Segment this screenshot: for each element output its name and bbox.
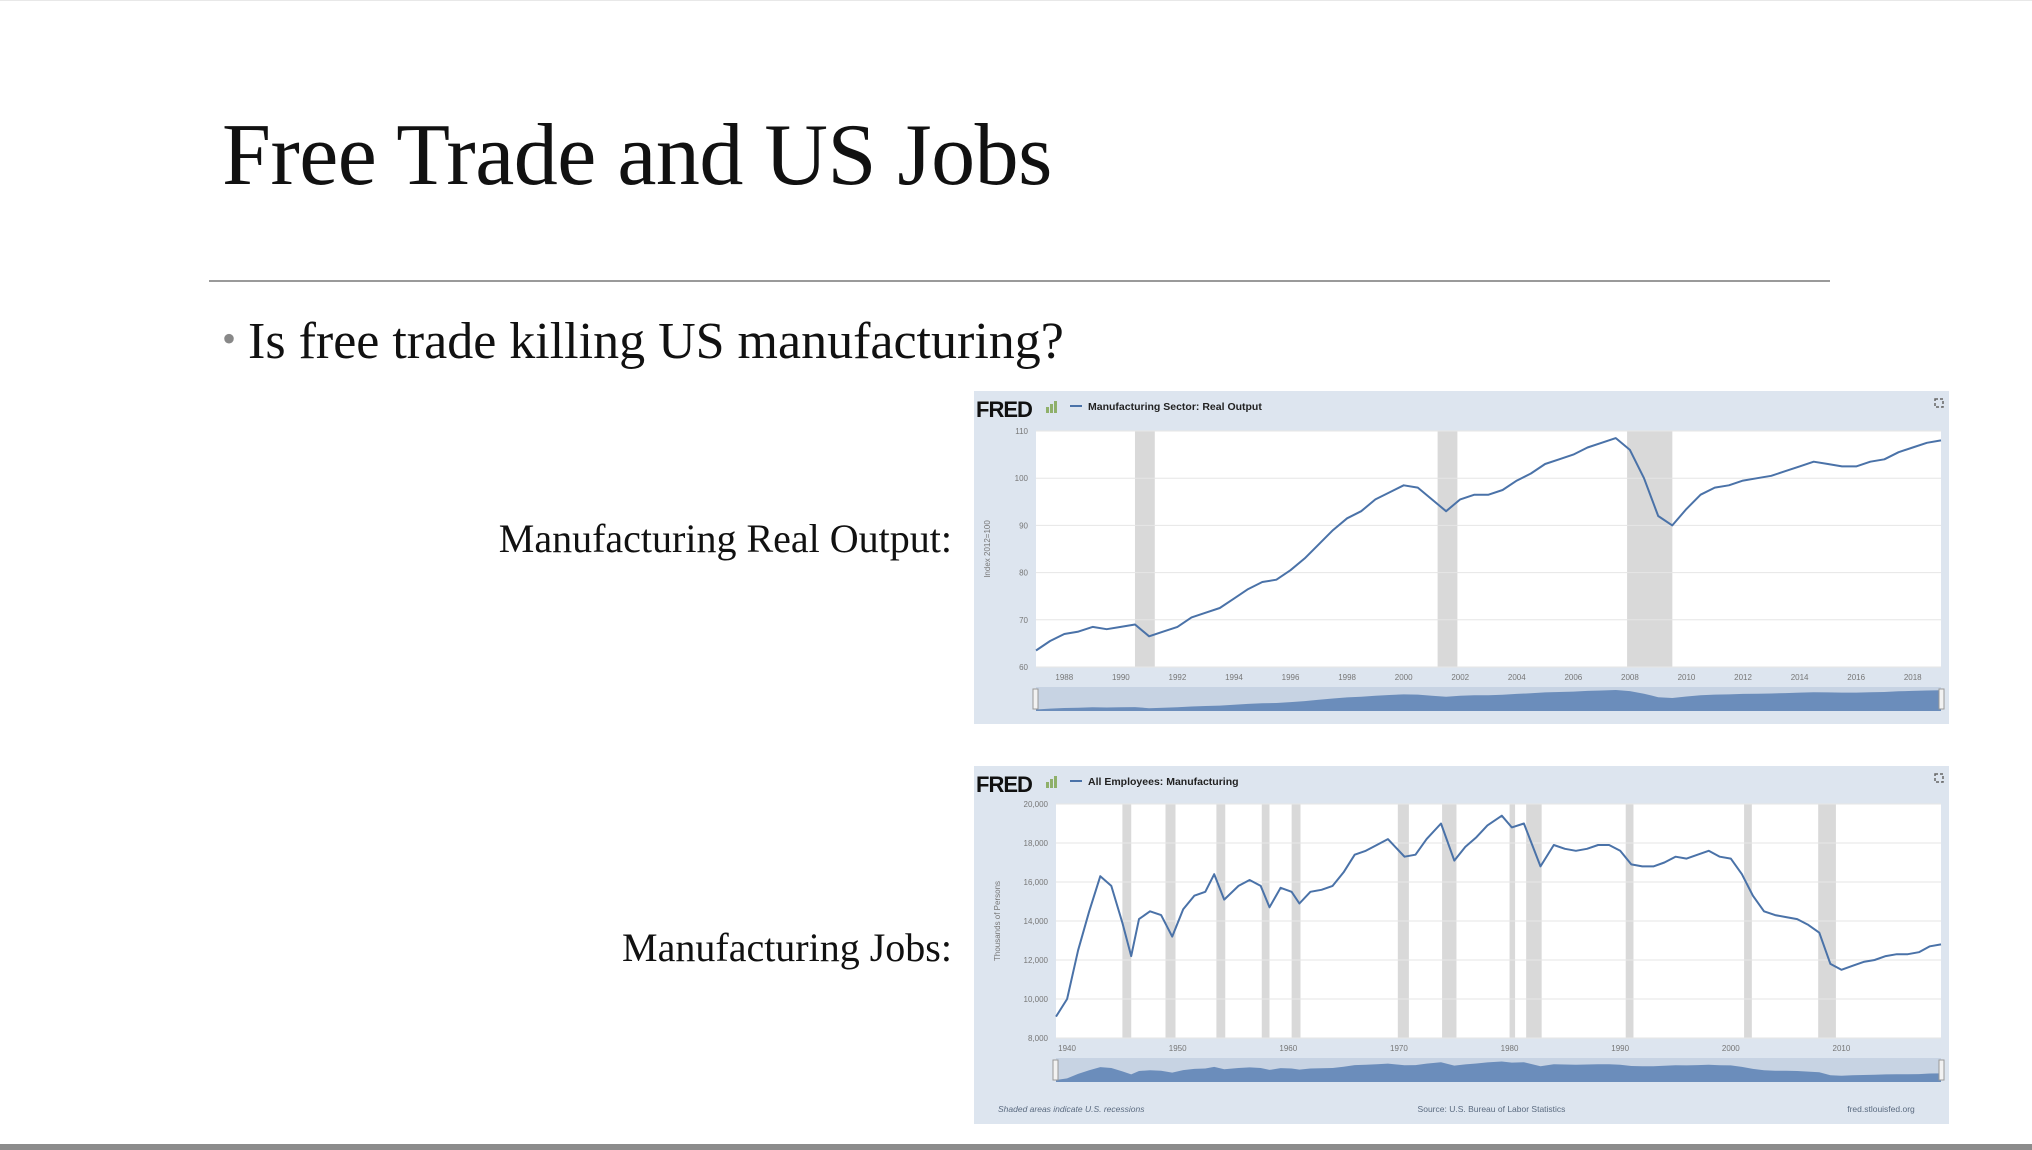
expand-icon-box <box>1934 398 1944 408</box>
series-line <box>1055 814 1942 1018</box>
label-jobs: Manufacturing Jobs: <box>622 925 952 970</box>
expand-icon[interactable] <box>1934 398 1944 408</box>
y-axis-label: Index 2012=100 <box>983 520 992 578</box>
recession-band <box>1134 431 1155 667</box>
navigator-area <box>1036 690 1941 711</box>
x-tick-label: 2002 <box>1451 673 1469 682</box>
x-tick-label: 1992 <box>1169 673 1187 682</box>
plot-area <box>1036 431 1941 667</box>
x-tick-label: 2012 <box>1734 673 1752 682</box>
navigator-handle-right[interactable] <box>1938 688 1945 710</box>
chart-icon-bar <box>1054 401 1057 413</box>
legend-series-name: All Employees: Manufacturing <box>1088 776 1239 788</box>
chart-icon-bar <box>1046 407 1049 413</box>
x-tick-label: 1980 <box>1501 1044 1519 1053</box>
x-tick-label: 2014 <box>1791 673 1809 682</box>
x-tick-label: 1950 <box>1169 1044 1187 1053</box>
y-tick-label: 110 <box>1015 427 1028 436</box>
chart-icon-bar <box>1050 404 1053 413</box>
y-tick-label: 70 <box>1019 616 1028 625</box>
x-tick-label: 2000 <box>1722 1044 1740 1053</box>
x-tick-label: 2018 <box>1904 673 1922 682</box>
bullet-dot-icon: • <box>222 316 237 361</box>
y-tick-label: 14,000 <box>1024 917 1049 926</box>
bullet-item: • Is free trade killing US manufacturing? <box>222 316 1064 368</box>
x-tick-label: 1960 <box>1279 1044 1297 1053</box>
x-tick-label: 1988 <box>1055 673 1073 682</box>
y-tick-label: 20,000 <box>1024 800 1049 809</box>
x-tick-label: 1998 <box>1338 673 1356 682</box>
chart-icon-bar <box>1046 782 1049 788</box>
x-tick-label: 1990 <box>1611 1044 1629 1053</box>
y-tick-label: 80 <box>1019 569 1028 578</box>
title-divider <box>209 280 1830 282</box>
x-tick-label: 2016 <box>1847 673 1865 682</box>
x-tick-label: 2010 <box>1678 673 1696 682</box>
navigator-handle-right[interactable] <box>1938 1059 1945 1081</box>
y-tick-label: 18,000 <box>1024 839 1049 848</box>
chart-real-output-svg: FRED Manufacturing Sector: Real Output 60 7… <box>976 397 1945 711</box>
bullet-text: Is free trade killing US manufacturing? <box>248 313 1064 370</box>
x-tick-label: 1990 <box>1112 673 1130 682</box>
chart-manufacturing-jobs-svg: FRED All Employees: Manufacturing 8,000 10,… <box>976 772 1945 1114</box>
fred-logo: FRED <box>976 397 1032 422</box>
y-axis-label: Thousands of Persons <box>993 881 1002 961</box>
y-tick-label: 12,000 <box>1024 956 1049 965</box>
bottom-border <box>0 1144 2032 1150</box>
chart-icon <box>1046 776 1057 788</box>
y-tick-label: 16,000 <box>1024 878 1049 887</box>
footer-site: fred.stlouisfed.org <box>1847 1104 1915 1114</box>
x-tick-label: 1994 <box>1225 673 1243 682</box>
footer-recession-note: Shaded areas indicate U.S. recessions <box>998 1104 1145 1114</box>
recession-band <box>1437 431 1458 667</box>
chart-icon-bar <box>1054 776 1057 788</box>
x-tick-label: 2006 <box>1564 673 1582 682</box>
x-tick-label: 1970 <box>1390 1044 1408 1053</box>
chart-icon-bar <box>1050 779 1053 788</box>
expand-icon[interactable] <box>1934 773 1944 783</box>
x-tick-label: 2008 <box>1621 673 1639 682</box>
chart-manufacturing-jobs[interactable]: FRED All Employees: Manufacturing 8,000 10,… <box>974 766 1949 1124</box>
footer-source: Source: U.S. Bureau of Labor Statistics <box>1418 1104 1566 1114</box>
y-tick-label: 8,000 <box>1028 1034 1049 1043</box>
expand-icon-box <box>1934 773 1944 783</box>
chart-real-output[interactable]: FRED Manufacturing Sector: Real Output 60 7… <box>974 391 1949 724</box>
recession-band <box>1627 431 1673 667</box>
x-tick-label: 2000 <box>1395 673 1413 682</box>
x-tick-label: 1940 <box>1058 1044 1076 1053</box>
label-real-output: Manufacturing Real Output: <box>498 516 952 561</box>
chart-icon <box>1046 401 1057 413</box>
legend-series-name: Manufacturing Sector: Real Output <box>1088 401 1262 413</box>
y-tick-label: 100 <box>1015 474 1029 483</box>
page-title: Free Trade and US Jobs <box>222 107 1052 204</box>
x-tick-label: 1996 <box>1282 673 1300 682</box>
navigator-handle-left[interactable] <box>1032 688 1039 710</box>
y-tick-label: 10,000 <box>1024 995 1049 1004</box>
navigator-handle-left[interactable] <box>1052 1059 1059 1081</box>
navigator-area <box>1056 1061 1941 1082</box>
y-tick-label: 90 <box>1019 521 1028 530</box>
x-tick-label: 2010 <box>1833 1044 1851 1053</box>
series-line <box>1035 437 1942 652</box>
y-tick-label: 60 <box>1019 663 1028 672</box>
x-tick-label: 2004 <box>1508 673 1526 682</box>
top-edge <box>0 0 2032 1</box>
fred-logo: FRED <box>976 772 1032 797</box>
